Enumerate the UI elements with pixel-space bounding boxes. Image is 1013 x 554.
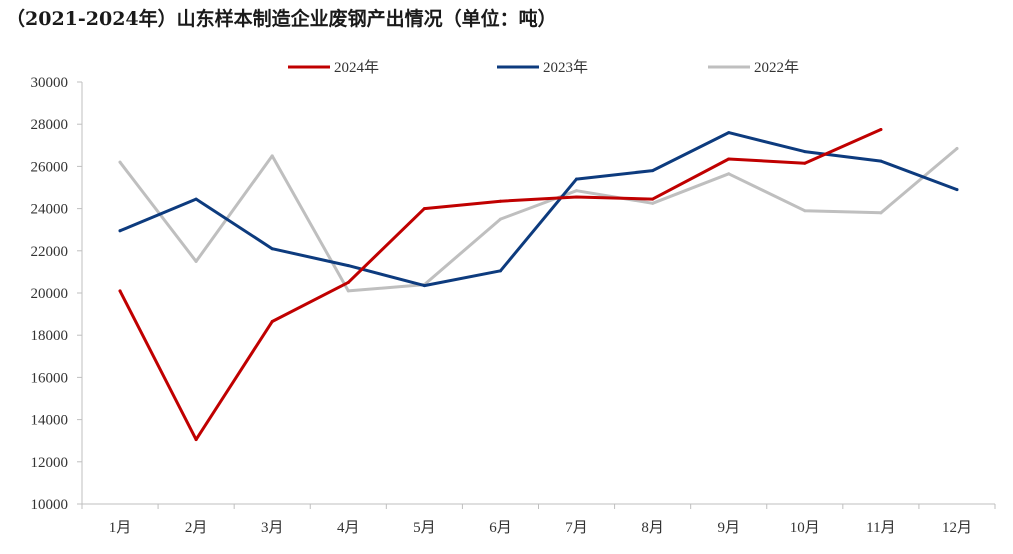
data-point: [194, 438, 198, 442]
data-point: [803, 161, 807, 165]
data-point: [346, 264, 350, 268]
x-tick-label: 12月: [942, 520, 972, 536]
data-point: [346, 289, 350, 293]
x-tick-label: 8月: [641, 520, 664, 536]
y-tick-label: 30000: [31, 75, 69, 91]
data-point: [955, 188, 959, 192]
data-point: [651, 197, 655, 201]
data-point: [803, 209, 807, 213]
data-point: [651, 169, 655, 173]
data-point: [498, 199, 502, 203]
y-tick-label: 26000: [31, 159, 69, 175]
x-tick-label: 7月: [565, 520, 588, 536]
y-tick-label: 20000: [31, 286, 69, 302]
x-tick-label: 9月: [717, 520, 740, 536]
y-tick-label: 18000: [31, 328, 69, 344]
y-tick-label: 16000: [31, 370, 69, 386]
data-point: [118, 160, 122, 164]
x-tick-label: 11月: [866, 520, 895, 536]
data-point: [727, 131, 731, 135]
data-point: [803, 150, 807, 154]
x-tick-label: 4月: [337, 520, 360, 536]
x-tick-label: 1月: [109, 520, 132, 536]
y-tick-label: 28000: [31, 117, 69, 133]
data-point: [727, 172, 731, 176]
data-point: [194, 259, 198, 263]
data-point: [422, 207, 426, 211]
y-tick-label: 10000: [31, 497, 69, 513]
data-point: [575, 177, 579, 181]
x-tick-label: 3月: [261, 520, 284, 536]
series-line: [118, 147, 959, 293]
data-point: [727, 157, 731, 161]
axes: 10000 12000 14000 16000 18000 20000 22000 24000…: [31, 75, 996, 536]
series-group: [118, 127, 883, 442]
x-tick-label: 5月: [413, 520, 436, 536]
chart-title: （2021-2024年）山东样本制造企业废钢产出情况（单位：吨）: [6, 8, 557, 30]
x-tick-label: 10月: [790, 520, 820, 536]
data-point: [118, 229, 122, 233]
series-layer: [118, 127, 959, 442]
x-tick-label: 6月: [489, 520, 512, 536]
data-point: [270, 247, 274, 251]
data-point: [118, 289, 122, 293]
y-tick-label: 24000: [31, 202, 69, 218]
data-point: [879, 127, 883, 131]
series-line: [118, 131, 959, 288]
data-point: [498, 269, 502, 273]
legend-label: 2022年: [754, 59, 799, 76]
series-line: [118, 128, 883, 442]
data-point: [651, 201, 655, 205]
series-group: [118, 146, 959, 293]
y-tick-label: 14000: [31, 413, 69, 429]
data-point: [270, 319, 274, 323]
data-point: [422, 284, 426, 288]
series-group: [118, 131, 959, 288]
x-tick-label: 2月: [185, 520, 208, 536]
y-tick-label: 22000: [31, 244, 69, 260]
data-point: [955, 146, 959, 150]
data-point: [498, 217, 502, 221]
legend: 2024年 2023年 2022年: [288, 59, 799, 76]
legend-label: 2024年: [334, 59, 379, 76]
data-point: [575, 189, 579, 193]
legend-label: 2023年: [543, 59, 588, 76]
data-point: [270, 154, 274, 158]
data-point: [575, 195, 579, 199]
y-tick-label: 12000: [31, 455, 69, 471]
data-point: [194, 197, 198, 201]
data-point: [879, 159, 883, 163]
data-point: [879, 211, 883, 215]
data-point: [346, 280, 350, 284]
